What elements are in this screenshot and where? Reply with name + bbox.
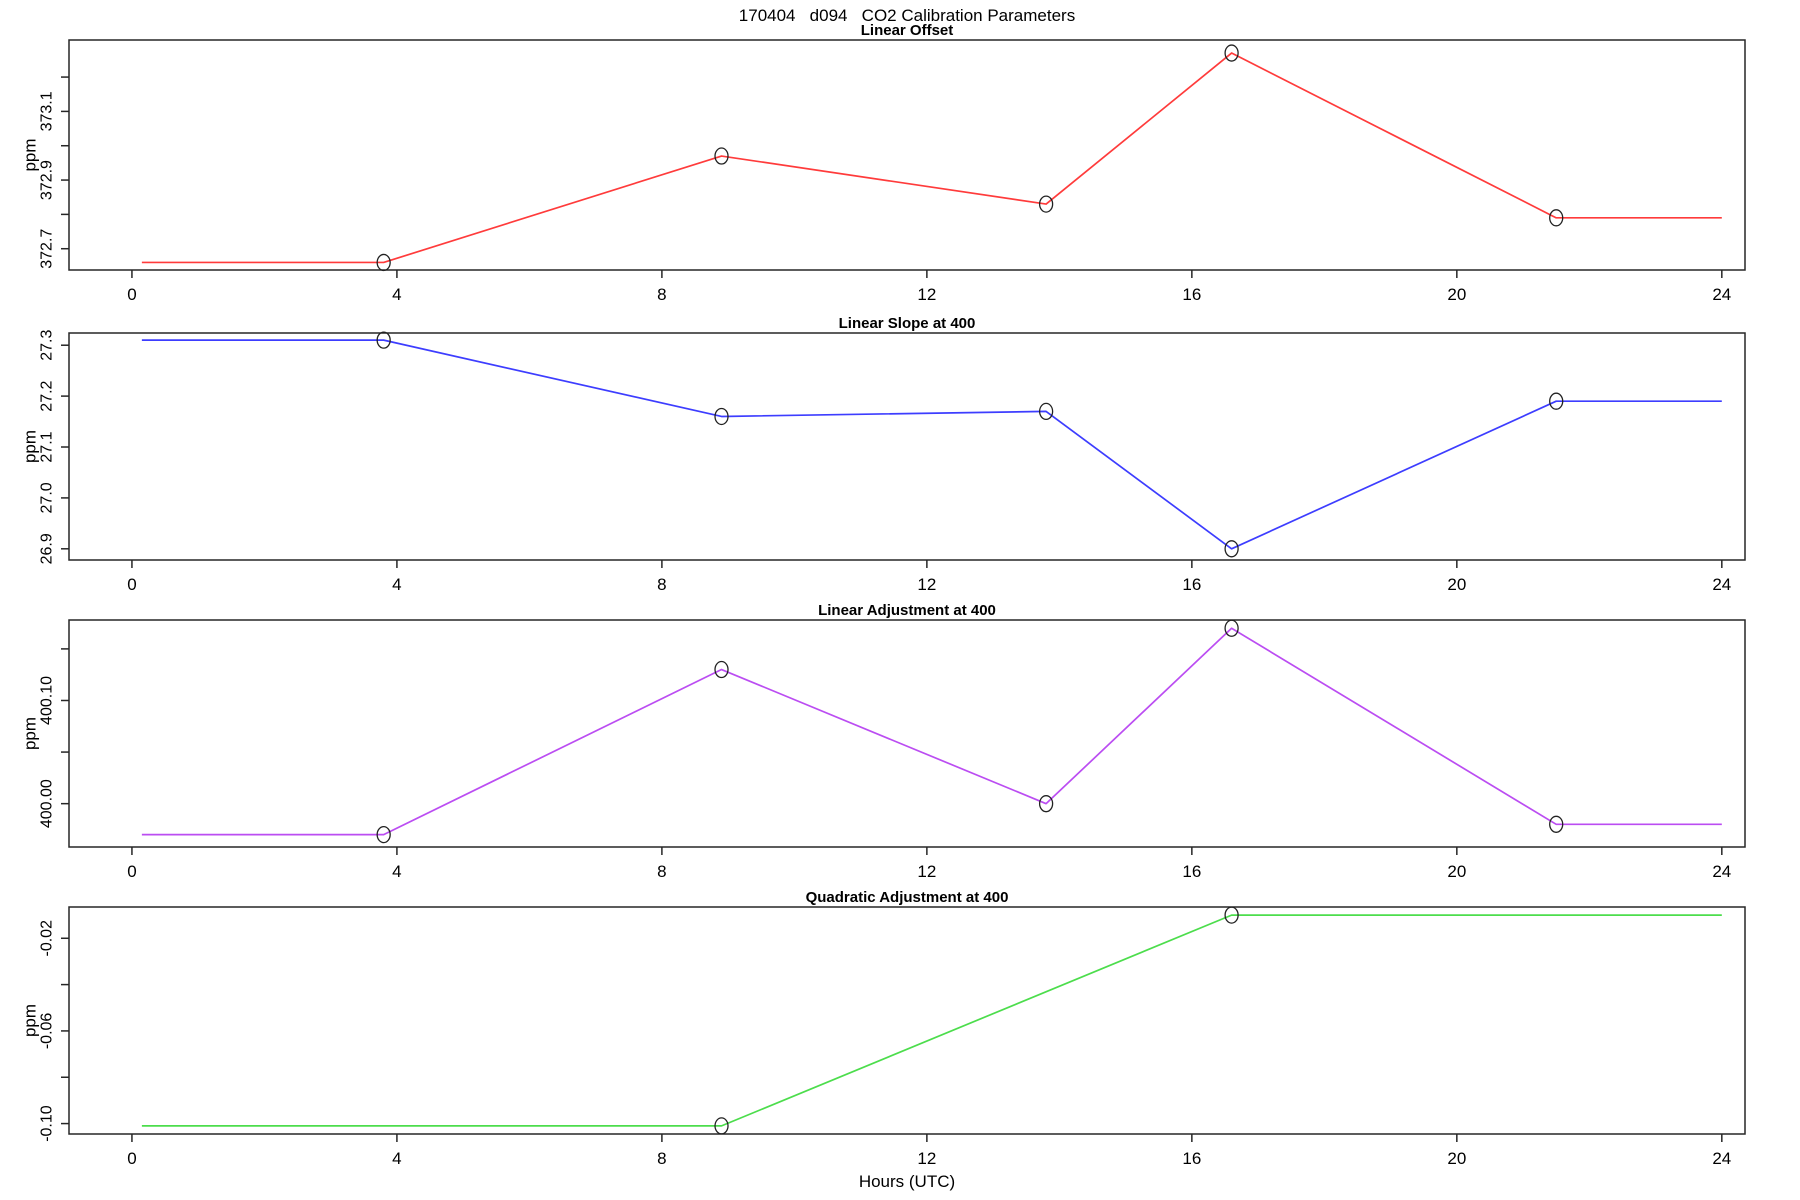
x-tick-label: 16 (1182, 285, 1201, 304)
y-axis-label: ppm (21, 138, 40, 171)
panel-2-marker (714, 407, 729, 426)
y-tick-label: 400.00 (39, 779, 56, 828)
panel-4-box (68, 906, 1746, 1135)
panel-3-title: Linear Adjustment at 400 (818, 602, 996, 619)
x-tick-label: 8 (657, 862, 666, 881)
panel-1-series-line (141, 52, 1722, 264)
y-tick-label: 26.9 (39, 533, 56, 564)
panel-4-marker (1224, 906, 1239, 924)
panel-2-marker (376, 331, 391, 349)
x-tick-label: 24 (1712, 1149, 1731, 1168)
panel-3-marker (714, 660, 729, 679)
y-tick-label: 27.3 (39, 330, 56, 361)
x-tick-label: 20 (1447, 862, 1466, 881)
panel-3-marker (1549, 815, 1564, 833)
y-axis-label: ppm (21, 1004, 40, 1037)
x-axis-label: Hours (UTC) (858, 1172, 956, 1191)
x-tick-label: 12 (917, 1149, 936, 1168)
y-tick-label: 27.0 (39, 482, 56, 513)
x-tick-label: 0 (127, 285, 136, 304)
x-tick-label: 0 (127, 575, 136, 594)
y-axis-label: ppm (21, 430, 40, 463)
panel-1-marker (1224, 44, 1239, 62)
x-tick-label: 24 (1712, 862, 1731, 881)
y-axis-label: ppm (21, 717, 40, 750)
x-tick-label: 8 (657, 285, 666, 304)
panel-2-marker (1038, 402, 1054, 421)
x-tick-label: 16 (1182, 575, 1201, 594)
y-tick-label: 27.1 (39, 431, 56, 462)
panel-4-title: Quadratic Adjustment at 400 (805, 889, 1009, 906)
x-tick-label: 0 (127, 1149, 136, 1168)
y-tick-label: 27.2 (39, 380, 56, 411)
panel-1-marker (714, 147, 729, 165)
panel-1-box (68, 39, 1746, 271)
x-tick-label: 12 (917, 285, 936, 304)
panel-4-marker (714, 1117, 729, 1135)
panel-2-series-line (141, 339, 1722, 550)
x-tick-label: 4 (392, 285, 401, 304)
x-tick-label: 4 (392, 575, 401, 594)
panel-2-marker (1224, 540, 1239, 558)
y-tick-label: 373.1 (39, 91, 56, 131)
panel-1-marker (1038, 195, 1054, 213)
y-tick-label: -0.02 (39, 920, 56, 957)
x-tick-label: 4 (392, 1149, 401, 1168)
x-tick-label: 16 (1182, 862, 1201, 881)
panel-1-marker (376, 253, 391, 272)
panel-2-title: Linear Slope at 400 (838, 315, 976, 332)
x-tick-label: 24 (1712, 575, 1731, 594)
y-tick-label: 400.10 (39, 676, 56, 725)
x-tick-label: 4 (392, 862, 401, 881)
panel-3-box (68, 619, 1746, 848)
panel-3-marker (1224, 619, 1239, 637)
x-tick-label: 8 (657, 575, 666, 594)
panel-1-marker (1549, 209, 1564, 227)
x-tick-label: 12 (917, 862, 936, 881)
panel-4-series-line (141, 914, 1722, 1127)
panel-3-series-line (141, 627, 1722, 836)
panel-3-marker (1038, 795, 1054, 813)
panel-2: 26.9 27.0 27.1 27.2 27.3 0 4 8 12 16 20 24 ppm (21, 330, 1746, 594)
panel-4: -0.10 -0.06 -0.02 0 4 8 12 16 20 24 ppm (21, 906, 1746, 1168)
panel-3-marker (376, 825, 391, 844)
panel-1-title: Linear Offset (860, 22, 954, 39)
panel-2-marker (1549, 392, 1564, 410)
x-tick-label: 24 (1712, 285, 1731, 304)
x-tick-label: 8 (657, 1149, 666, 1168)
x-tick-label: 12 (917, 575, 936, 594)
x-tick-label: 0 (127, 862, 136, 881)
panel-3: 400.00 400.10 0 4 8 12 16 20 24 ppm (21, 619, 1746, 881)
y-tick-label: 372.9 (39, 160, 56, 200)
x-tick-label: 20 (1447, 1149, 1466, 1168)
x-tick-label: 16 (1182, 1149, 1201, 1168)
panel-2-box (68, 332, 1746, 561)
x-tick-label: 20 (1447, 285, 1466, 304)
x-tick-label: 20 (1447, 575, 1466, 594)
main-title: 170404 d094 CO2 Calibration Parameters (738, 6, 1076, 25)
y-tick-label: 372.7 (39, 229, 56, 269)
y-tick-label: -0.10 (39, 1105, 56, 1142)
panel-1: 372.7 372.9 373.1 0 4 8 12 16 20 24 ppm (21, 39, 1746, 304)
y-tick-label: -0.06 (39, 1013, 56, 1050)
